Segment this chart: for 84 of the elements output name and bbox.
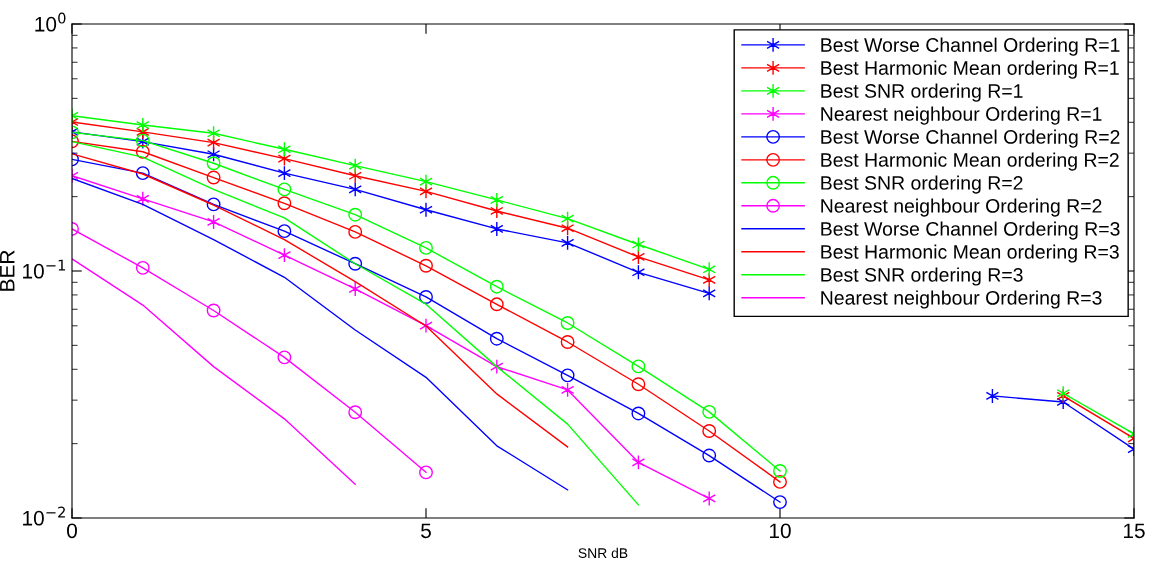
point	[277, 165, 292, 181]
point	[631, 264, 646, 280]
point	[702, 424, 717, 438]
point	[489, 297, 504, 312]
point	[560, 235, 575, 251]
point	[206, 197, 221, 212]
point	[206, 156, 221, 171]
y-tick-label: 10$^{−1}$	[23, 259, 66, 279]
point	[136, 117, 150, 133]
point	[773, 474, 787, 489]
point	[348, 158, 362, 174]
point	[277, 247, 292, 263]
point	[277, 182, 292, 197]
y-tick-label: 10$^{0}$	[35, 12, 66, 32]
legend-label: Nearest neighbour Ordering R=3	[821, 290, 1102, 309]
point	[773, 464, 787, 478]
point	[136, 191, 150, 207]
legend-label: Nearest neighbour Ordering R=2	[821, 198, 1102, 217]
point	[277, 224, 292, 239]
legend-label: Best Harmonic Mean ordering R=3	[821, 244, 1119, 263]
point	[135, 260, 150, 275]
point	[419, 258, 433, 273]
point	[135, 166, 150, 181]
point	[490, 221, 504, 237]
point	[277, 196, 292, 211]
x-tick-label: 0	[67, 523, 77, 539]
point	[135, 144, 150, 159]
legend-label: Best Harmonic Mean ordering R=2	[821, 152, 1119, 171]
point	[490, 359, 504, 375]
point	[560, 210, 575, 227]
x-axis-title: SNR dB	[578, 547, 628, 559]
point	[702, 261, 716, 277]
point	[560, 316, 575, 330]
line-series	[72, 258, 356, 485]
point	[348, 207, 363, 222]
point	[206, 125, 221, 141]
legend-label: Best Harmonic Mean ordering R=1	[821, 60, 1119, 79]
legend-label: Best Worse Channel Ordering R=2	[821, 129, 1120, 148]
point	[631, 236, 646, 253]
point	[206, 170, 221, 185]
point	[277, 141, 292, 157]
point	[419, 465, 433, 480]
point	[631, 359, 646, 374]
point	[702, 285, 716, 301]
point	[985, 388, 1000, 404]
point	[419, 290, 433, 304]
point	[419, 174, 433, 190]
point	[206, 303, 221, 318]
point	[631, 454, 646, 470]
x-tick-label: 15	[1124, 523, 1145, 539]
y-tick-label: 10$^{−2}$	[23, 506, 65, 526]
point	[489, 331, 504, 346]
legend-label: Best Worse Channel Ordering R=3	[821, 221, 1120, 240]
point	[419, 317, 433, 334]
point	[631, 377, 646, 392]
legend-label: Nearest neighbour Ordering R=1	[821, 106, 1102, 125]
point	[489, 279, 504, 294]
legend-label: Best SNR ordering R=1	[821, 83, 1023, 102]
point	[348, 181, 362, 198]
point	[560, 382, 575, 398]
legend-label: Best Worse Channel Ordering R=1	[821, 37, 1120, 56]
point	[490, 192, 504, 208]
point	[702, 448, 717, 463]
point	[702, 404, 717, 419]
point	[206, 214, 221, 230]
legend-label: Best SNR ordering R=3	[821, 267, 1023, 286]
point	[348, 281, 362, 297]
point	[773, 495, 787, 510]
point	[277, 350, 292, 365]
legend-label: Best SNR ordering R=2	[821, 175, 1023, 194]
point	[560, 335, 575, 349]
point	[348, 256, 363, 271]
point	[631, 249, 646, 265]
point	[419, 202, 433, 218]
x-tick-label: 5	[421, 523, 431, 539]
point	[419, 240, 433, 255]
line-series	[72, 153, 569, 448]
x-tick-label: 10	[770, 523, 791, 539]
y-axis-title: BER	[0, 250, 15, 291]
point	[631, 406, 646, 421]
point	[702, 490, 716, 507]
point	[560, 368, 575, 383]
point	[348, 405, 363, 420]
point	[348, 224, 363, 239]
